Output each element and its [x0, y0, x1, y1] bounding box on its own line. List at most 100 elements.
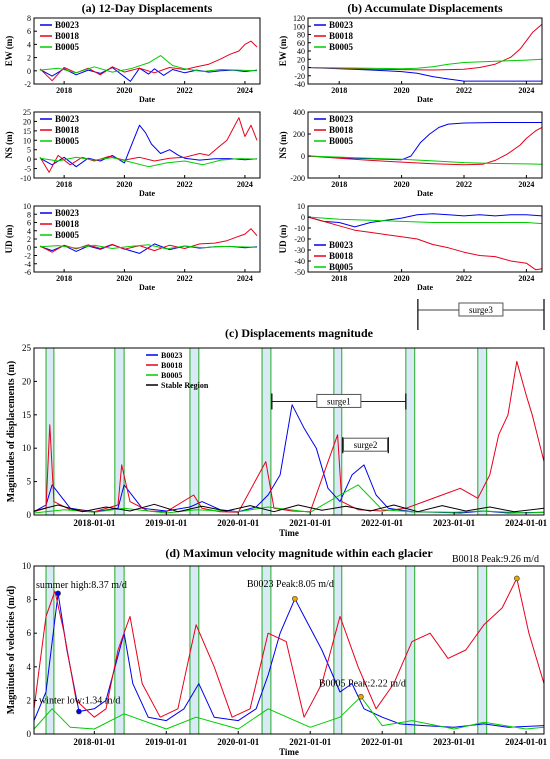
x-tick-label: 2018 [331, 180, 347, 189]
surge-label: surge2 [354, 440, 378, 450]
y-tick-label: 4 [27, 662, 32, 672]
x-tick-label: 2022 [177, 274, 193, 283]
legend-label: B0005 [55, 42, 80, 52]
legend-label: B0023 [329, 240, 354, 250]
winter-band [405, 347, 416, 516]
peak-annotation: B0023 Peak:8.05 m/d [247, 579, 334, 590]
y-tick-label: 5 [27, 146, 31, 155]
y-axis-label: NS (m) [278, 131, 288, 158]
series-line-b0018 [307, 216, 543, 271]
y-tick-label: 20 [22, 376, 32, 386]
legend-label: B0023 [329, 20, 354, 30]
panel-frame [33, 347, 545, 516]
x-tick-label: 2019-01-01 [145, 518, 187, 528]
y-tick-label: 6 [27, 219, 31, 228]
legend-label: Stable Region [161, 381, 209, 390]
y-tick-label: 4 [27, 227, 31, 236]
x-axis-label: Date [139, 283, 155, 292]
y-axis-label: UD (m) [278, 225, 288, 254]
y-tick-label: -6 [24, 268, 31, 277]
surge-label-box [458, 302, 504, 317]
winter-band [261, 565, 272, 735]
x-tick-label: 2018 [331, 86, 347, 95]
y-axis-label: Magnitudes of velocities (m/d) [6, 586, 17, 715]
series-group [33, 360, 545, 514]
series-group [307, 213, 543, 271]
y-tick-label: 10 [23, 202, 31, 211]
x-tick-label: 2022 [177, 180, 193, 189]
series-line-b0018 [307, 23, 543, 71]
y-axis-label: EW (m) [278, 36, 288, 67]
peak-annotation: summer high:8.37 m/d [36, 580, 127, 591]
plot-area [34, 348, 544, 515]
series-line-b0005 [39, 55, 258, 74]
x-tick-label: 2018 [56, 86, 72, 95]
x-tick-label: 2018-01-01 [73, 737, 115, 747]
peak-marker [76, 708, 82, 715]
winter-band [261, 347, 272, 516]
series-line-b0005 [307, 58, 543, 70]
y-axis-label: UD (m) [4, 225, 14, 254]
legend-label: B0018 [161, 361, 182, 370]
x-axis-label: Date [417, 189, 433, 198]
peak-annotation: winter low:1.34 m/d [39, 695, 120, 706]
x-tick-label: 2022-01-01 [361, 737, 403, 747]
y-tick-label: 10 [297, 202, 305, 211]
x-tick-label: 2024-01-01 [505, 737, 547, 747]
x-axis-label: Date [139, 95, 155, 104]
series-line-b0023 [33, 592, 545, 728]
y-tick-label: 6 [27, 628, 32, 638]
x-tick-label: 2020-01-01 [217, 737, 259, 747]
subplot-frame [33, 17, 261, 85]
y-tick-label: 15 [22, 410, 32, 420]
series-line-b0005 [39, 156, 258, 168]
legend-label: B0018 [329, 31, 354, 41]
y-tick-label: 60 [297, 39, 305, 48]
legend-label: B0023 [329, 114, 354, 124]
x-tick-label: 2018 [56, 180, 72, 189]
y-tick-label: 25 [23, 108, 31, 117]
legend-label: B0005 [329, 42, 354, 52]
panel-title: (d) Maximun velocity magnitude within ea… [165, 546, 433, 560]
series-line-b0023 [307, 67, 542, 82]
y-tick-label: 0 [301, 152, 305, 161]
y-axis-label: Magnitudes of displacements (m) [6, 361, 17, 502]
y-tick-label: 2 [27, 235, 31, 244]
peak-annotation: B0018 Peak:9.26 m/d [452, 554, 539, 565]
y-tick-label: 6 [27, 27, 31, 36]
y-tick-label: 8 [27, 595, 32, 605]
plot-area [34, 566, 544, 734]
y-tick-label: 100 [293, 22, 305, 31]
series-group [39, 117, 258, 173]
series-line-b0018 [33, 577, 545, 718]
series-line-b0018 [39, 117, 258, 173]
legend-label: B0005 [55, 136, 80, 146]
legend-label: B0018 [329, 125, 354, 135]
surge-label-box [343, 437, 389, 452]
x-axis-label: Time [279, 528, 299, 538]
winter-band [477, 565, 488, 735]
y-tick-label: -40 [294, 257, 305, 266]
x-tick-label: 2024-01-01 [505, 518, 547, 528]
legend-label: B0018 [55, 125, 80, 135]
y-tick-label: -40 [294, 80, 305, 89]
y-tick-label: 0 [27, 67, 31, 76]
x-tick-label: 2020 [394, 180, 410, 189]
y-tick-label: 40 [297, 47, 305, 56]
series-line-b0023 [39, 67, 258, 82]
x-tick-label: 2022 [456, 180, 472, 189]
subplot-frame [307, 111, 543, 179]
subplot-frame [33, 111, 261, 179]
y-tick-label: 20 [23, 117, 31, 126]
x-tick-label: 2021-01-01 [289, 518, 331, 528]
y-axis-label: EW (m) [4, 36, 14, 67]
series-group [307, 122, 543, 166]
y-tick-label: 25 [22, 343, 32, 353]
series-line-b0023 [307, 213, 543, 228]
y-tick-label: 8 [27, 210, 31, 219]
x-tick-label: 2020 [116, 86, 132, 95]
x-tick-label: 2020-01-01 [217, 518, 259, 528]
y-tick-label: -5 [24, 165, 31, 174]
y-tick-label: 0 [301, 64, 305, 73]
